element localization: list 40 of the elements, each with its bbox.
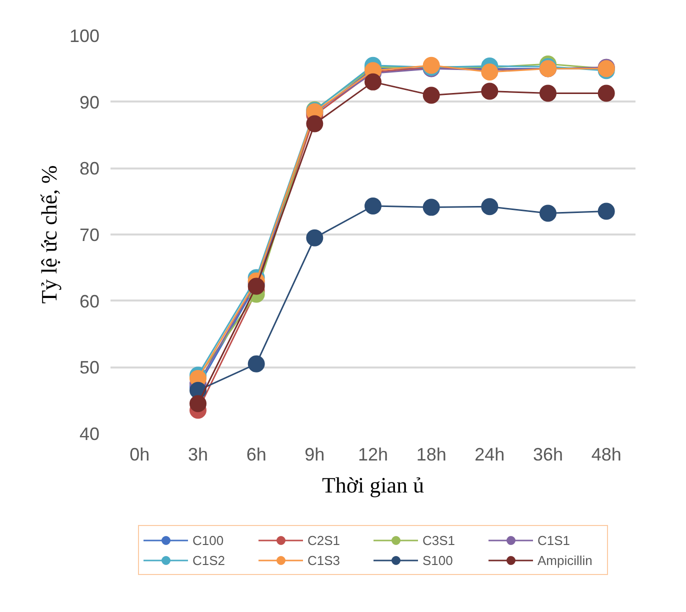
x-tick-label: 3h <box>188 444 208 464</box>
x-tick-label: 36h <box>532 444 564 464</box>
point <box>364 73 382 90</box>
legend-label: C3S1 <box>422 532 456 548</box>
point <box>306 229 324 246</box>
point <box>306 115 324 132</box>
x-axis-title: Thời gian ủ <box>322 472 424 498</box>
legend-label: C1S3 <box>308 552 342 568</box>
x-tick-label: 18h <box>416 444 446 464</box>
point <box>598 84 615 102</box>
point <box>598 202 615 220</box>
y-tick-label: 50 <box>79 358 100 378</box>
x-tick-label: 24h <box>474 444 505 464</box>
point <box>540 84 556 102</box>
point <box>364 197 382 214</box>
point <box>540 204 556 222</box>
legend-label: C2S1 <box>308 532 342 548</box>
point <box>190 395 206 412</box>
y-tick-label: 60 <box>79 291 100 312</box>
y-tick-label: 90 <box>79 92 100 112</box>
x-tick-label: 9h <box>304 444 325 464</box>
x-tick-label: 6h <box>246 444 266 464</box>
x-tick-label: 48h <box>591 444 622 464</box>
legend-label: C1S1 <box>538 532 572 548</box>
x-tick-label: 12h <box>358 444 388 464</box>
point <box>481 198 498 216</box>
point <box>422 198 440 216</box>
y-tick-label: 40 <box>79 424 100 444</box>
x-tick-label: 0h <box>130 444 150 464</box>
legend-label: S100 <box>422 552 454 568</box>
legend-label: C100 <box>192 532 225 548</box>
y-tick-label: 100 <box>69 26 100 46</box>
y-axis-title: Tỷ lệ ức chế, % <box>36 165 62 304</box>
legend-label: Ampicillin <box>538 552 594 568</box>
y-tick-label: 70 <box>79 225 100 245</box>
point <box>248 355 265 372</box>
point <box>481 82 498 100</box>
point <box>422 86 440 104</box>
y-tick-label: 80 <box>79 158 100 179</box>
legend-label: C1S2 <box>192 552 226 568</box>
